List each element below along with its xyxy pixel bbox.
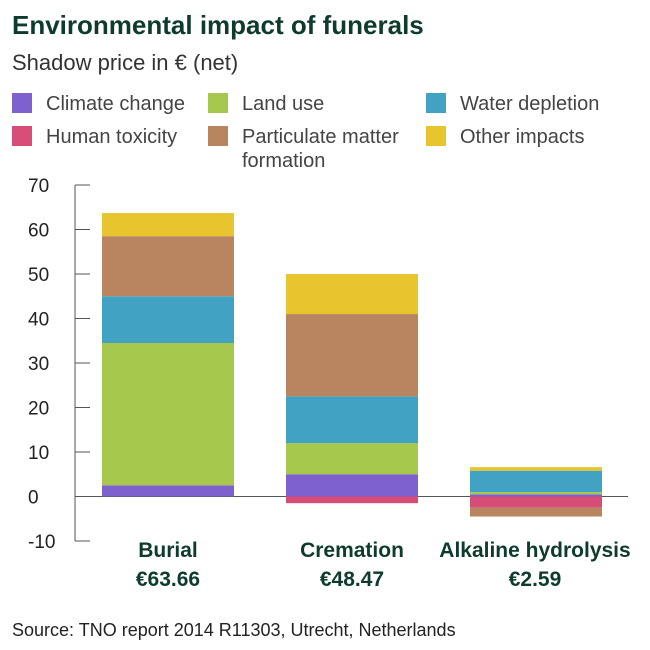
legend-item-particulate-matter: Particulate matter formation: [208, 125, 408, 173]
y-tick-label: 10: [28, 443, 49, 464]
bar-segment-land-use: [102, 342, 234, 486]
y-tick-label: 0: [28, 488, 39, 509]
legend-item-climate-change: Climate change: [12, 92, 185, 116]
legend-label: Human toxicity: [46, 126, 178, 148]
bar-segment-climate-change: [286, 474, 418, 497]
category-total-label: €48.47: [320, 568, 384, 591]
bar-segment-other-impacts: [470, 467, 602, 471]
legend-item-water-depletion: Water depletion: [426, 92, 599, 116]
chart-subtitle: Shadow price in € (net): [12, 50, 239, 75]
y-tick-label: 20: [28, 399, 49, 420]
stacked-bar-chart: 70 60 50 40 30 20 10 0 -10 Burial €63.66 Cremation…: [28, 176, 631, 591]
bar-segment-particulate-matter-formation: [470, 507, 602, 517]
legend-label: Particulate matter formation: [242, 126, 399, 172]
legend-label: Other impacts: [460, 126, 585, 148]
y-tick-label: 50: [28, 265, 49, 286]
bars-group: [102, 213, 602, 517]
category-label: Cremation: [300, 539, 404, 562]
bar-segment-land-use: [286, 443, 418, 475]
source-note: Source: TNO report 2014 R11303, Utrecht,…: [12, 620, 456, 640]
y-tick-label: -10: [28, 532, 55, 553]
legend-item-human-toxicity: Human toxicity: [12, 125, 177, 149]
y-tick-label: 30: [28, 354, 49, 375]
bar-segment-climate-change: [470, 494, 602, 497]
bar-segment-water-depletion: [286, 396, 418, 444]
category-label: Alkaline hydrolysis: [439, 539, 630, 562]
bar-segment-particulate-matter-formation: [102, 236, 234, 297]
bar-segment-water-depletion: [470, 470, 602, 493]
bar-segment-particulate-matter-formation: [286, 314, 418, 397]
bar-segment-human-toxicity: [470, 496, 602, 508]
bar-segment-water-depletion: [102, 296, 234, 343]
legend-swatch: [426, 93, 446, 113]
y-tick-label: 60: [28, 221, 49, 242]
legend-swatch: [12, 126, 32, 146]
legend-label: Climate change: [46, 93, 185, 115]
y-axis: 70 60 50 40 30 20 10 0 -10: [28, 176, 90, 553]
bar-segment-climate-change: [102, 485, 234, 497]
legend-item-land-use: Land use: [208, 92, 324, 116]
bar-segment-human-toxicity: [286, 496, 418, 504]
bar-segment-land-use: [470, 492, 602, 495]
legend-label: Water depletion: [460, 93, 600, 115]
category-total-label: €2.59: [509, 568, 562, 591]
chart-title: Environmental impact of funerals: [12, 10, 424, 40]
legend-swatch: [208, 93, 228, 113]
category-labels: Burial €63.66 Cremation €48.47 Alkaline hydr…: [136, 539, 631, 591]
legend-swatch: [426, 126, 446, 146]
bar-segment-other-impacts: [102, 213, 234, 237]
category-total-label: €63.66: [136, 568, 200, 591]
legend-swatch: [12, 93, 32, 113]
bar-segment-other-impacts: [286, 274, 418, 315]
legend-item-other-impacts: Other impacts: [426, 125, 584, 149]
y-tick-label: 70: [28, 176, 49, 197]
category-label: Burial: [138, 539, 198, 562]
legend-label: Land use: [242, 93, 325, 115]
y-tick-label: 40: [28, 310, 49, 331]
legend-swatch: [208, 126, 228, 146]
